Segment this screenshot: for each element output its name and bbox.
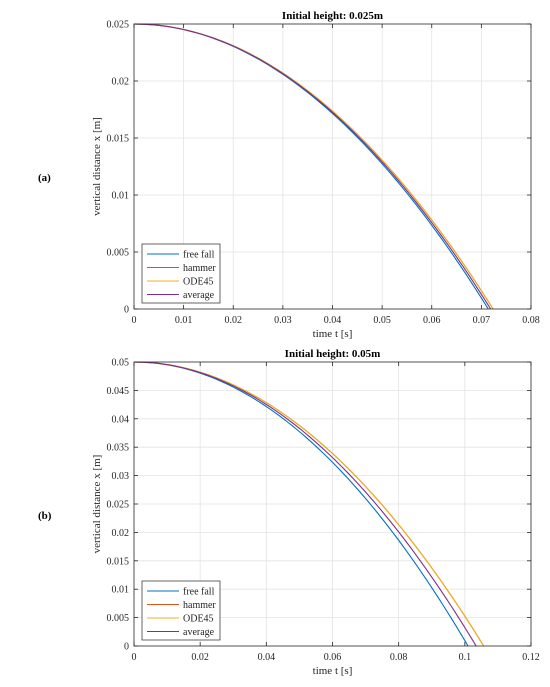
chartb-x-tick-label: 0.12 [522, 652, 540, 663]
charta-x-tick-label: 0.01 [175, 315, 193, 326]
chartb-legend-label-1: hammer [183, 600, 216, 611]
charta-y-tick-label: 0.005 [107, 248, 130, 259]
charta-y-tick-label: 0.025 [107, 20, 130, 31]
chartb-y-tick-label: 0.01 [112, 585, 130, 596]
panel-label-b: (b) [38, 510, 52, 522]
charta-legend-label-2: ODE45 [183, 277, 214, 288]
charta-title: Initial height: 0.025m [282, 10, 383, 22]
panel-label-a: (a) [38, 172, 51, 184]
chartb-y-axis-label: vertical distance x [m] [91, 455, 103, 554]
chartb-y-tick-label: 0.04 [112, 414, 130, 425]
chartb-legend-label-3: average [183, 627, 215, 638]
chartb-legend-label-2: ODE45 [183, 614, 214, 625]
chartb-title: Initial height: 0.05m [285, 348, 381, 360]
chartb-x-tick-label: 0.08 [390, 652, 408, 663]
chartb-x-tick-label: 0.04 [258, 652, 276, 663]
charta-x-tick-label: 0.06 [423, 315, 441, 326]
chartb-x-tick-label: 0.06 [324, 652, 342, 663]
charta-y-tick-label: 0.015 [107, 134, 130, 145]
charta-x-tick-label: 0.05 [373, 315, 391, 326]
chartb-x-tick-label: 0 [132, 652, 137, 663]
charta-x-tick-label: 0.04 [324, 315, 342, 326]
charta-x-tick-label: 0 [132, 315, 137, 326]
charta-y-tick-label: 0 [124, 305, 129, 316]
charta-legend-label-1: hammer [183, 263, 216, 274]
charta-series-line-3 [133, 23, 492, 310]
charta-x-axis-label: time t [s] [313, 328, 353, 340]
charta-y-axis-label: vertical distance x [m] [91, 117, 103, 216]
chartb-x-tick-label: 0.02 [191, 652, 209, 663]
charta-x-tick-label: 0.03 [274, 315, 292, 326]
chartb-x-tick-label: 0.1 [459, 652, 472, 663]
chartb-y-tick-label: 0.015 [107, 556, 130, 567]
chartb-y-tick-label: 0.035 [107, 443, 130, 454]
chartb-y-tick-label: 0.045 [107, 386, 130, 397]
chartb-y-tick-label: 0.025 [107, 500, 130, 511]
charta-y-tick-label: 0.01 [112, 191, 130, 202]
chartb-y-tick-label: 0.005 [107, 613, 130, 624]
charta-x-tick-label: 0.08 [522, 315, 540, 326]
chartb-series-line-3 [133, 361, 477, 647]
charta-y-tick-label: 0.02 [112, 77, 130, 88]
chartb-legend-label-0: free fall [183, 587, 215, 598]
charta-legend-label-0: free fall [183, 250, 215, 261]
chartb-y-tick-label: 0.02 [112, 528, 130, 539]
charta-x-tick-label: 0.02 [225, 315, 243, 326]
chartb-y-tick-label: 0 [124, 642, 129, 653]
charta-x-tick-label: 0.07 [473, 315, 491, 326]
chartb-y-tick-label: 0.05 [112, 358, 130, 369]
chartb-x-axis-label: time t [s] [313, 665, 353, 677]
charta-legend-label-3: average [183, 290, 215, 301]
chartb-y-tick-label: 0.03 [112, 471, 130, 482]
